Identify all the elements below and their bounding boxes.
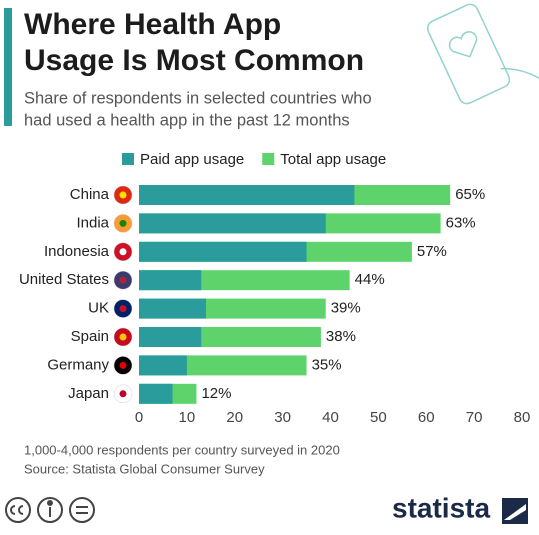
flag <box>120 390 127 397</box>
bar <box>139 185 354 205</box>
value-label: 57% <box>417 243 447 260</box>
x-tick-label: 0 <box>135 409 143 426</box>
value-label: 39% <box>331 300 361 317</box>
bar <box>139 299 206 319</box>
chart-subtitle: Share of respondents in selected countri… <box>24 89 372 107</box>
flag <box>120 248 127 255</box>
legend-label: Paid app usage <box>140 151 244 168</box>
x-tick-label: 60 <box>418 409 435 426</box>
y-tick-label: Germany <box>47 356 109 373</box>
license-icons <box>6 498 94 522</box>
x-tick-label: 70 <box>466 409 483 426</box>
flag <box>120 334 127 341</box>
value-label: 35% <box>312 356 342 373</box>
y-tick-label: China <box>70 186 110 203</box>
flag <box>120 362 127 369</box>
x-tick-label: 50 <box>370 409 387 426</box>
y-tick-label: Spain <box>71 328 109 345</box>
y-tick-label: UK <box>88 300 109 317</box>
phone-illustration <box>425 0 539 126</box>
source: Source: Statista Global Consumer Survey <box>24 461 265 476</box>
note: 1,000-4,000 respondents per country surv… <box>24 442 340 457</box>
value-label: 12% <box>201 385 231 402</box>
y-tick-label: India <box>76 214 109 231</box>
bar <box>139 213 326 233</box>
value-label: 65% <box>455 186 485 203</box>
chart-subtitle: had used a health app in the past 12 mon… <box>24 111 350 129</box>
legend-label: Total app usage <box>280 151 386 168</box>
flag <box>120 277 127 284</box>
chart-title: Where Health App <box>24 8 281 41</box>
value-label: 63% <box>446 214 476 231</box>
x-tick-label: 30 <box>274 409 291 426</box>
bar <box>139 242 307 262</box>
flag <box>120 305 127 312</box>
y-tick-label: Japan <box>68 385 109 402</box>
y-tick-label: Indonesia <box>44 243 110 260</box>
legend-swatch <box>262 153 274 165</box>
legend-swatch <box>122 153 134 165</box>
bar <box>139 327 201 347</box>
value-label: 38% <box>326 328 356 345</box>
bar <box>139 384 173 404</box>
accent-bar <box>4 8 12 126</box>
page: Where Health App Usage Is Most Common Sh… <box>0 0 539 535</box>
bar <box>139 270 201 290</box>
flag <box>120 220 127 227</box>
x-tick-label: 20 <box>226 409 243 426</box>
x-tick-label: 80 <box>514 409 531 426</box>
y-tick-label: United States <box>19 271 109 288</box>
bar <box>139 355 187 375</box>
chart-title: Usage Is Most Common <box>24 44 364 77</box>
x-tick-label: 40 <box>322 409 339 426</box>
x-tick-label: 10 <box>179 409 196 426</box>
flag <box>120 192 127 199</box>
logo: statista <box>392 492 490 523</box>
value-label: 44% <box>355 271 385 288</box>
chart: Where Health App Usage Is Most Common Sh… <box>0 0 539 535</box>
